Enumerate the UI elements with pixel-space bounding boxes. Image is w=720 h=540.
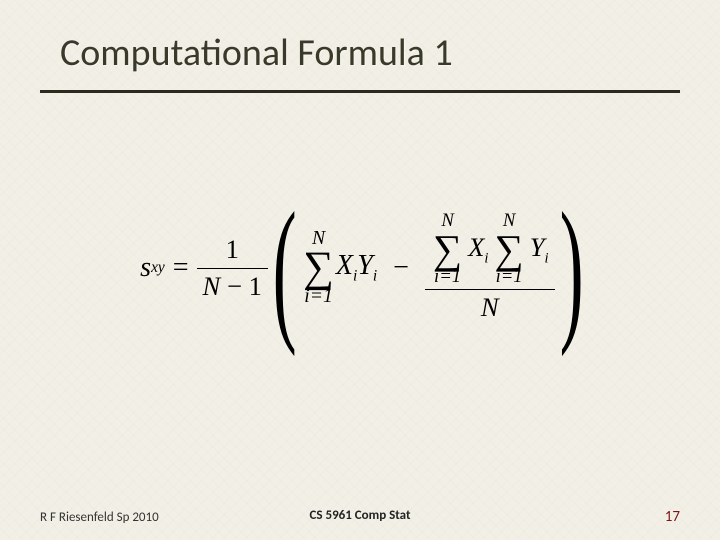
- coef-numerator: 1: [220, 232, 245, 268]
- coef-den-n: N: [203, 271, 221, 301]
- footer: R F Riesenfeld Sp 2010 CS 5961 Comp Stat…: [0, 508, 720, 526]
- sum3-sigma: ∑: [494, 231, 523, 268]
- sum1-sigma: ∑: [303, 249, 334, 288]
- left-paren: (: [273, 200, 297, 336]
- sum3-lower: i=1: [496, 268, 523, 287]
- sum3-body: Yi: [530, 232, 549, 268]
- paren-inner: N ∑ i=1 XiYi − N ∑ i=1: [301, 210, 554, 325]
- second-frac-denominator: N: [475, 290, 505, 326]
- coef-denominator: N − 1: [197, 269, 268, 305]
- sum2-x-sub: i: [484, 250, 488, 266]
- equals-sign: =: [173, 252, 189, 284]
- sum2-lower: i=1: [434, 268, 461, 287]
- lhs-var: s: [140, 252, 151, 284]
- first-sum-term: N ∑ i=1 XiYi: [301, 229, 377, 307]
- sum1-y: Y: [357, 250, 373, 281]
- sum1: N ∑ i=1: [303, 229, 334, 307]
- coef-den-minus: −: [227, 271, 242, 301]
- sum3-y: Y: [530, 232, 545, 262]
- second-fraction: N ∑ i=1 Xi N ∑ i=1 Yi: [425, 210, 555, 325]
- second-frac-numerator: N ∑ i=1 Xi N ∑ i=1 Yi: [425, 210, 555, 288]
- sum1-y-sub: i: [373, 268, 377, 285]
- coef-den-one: 1: [249, 271, 262, 301]
- lhs-sub: xy: [151, 259, 165, 277]
- sum2-body: Xi: [468, 232, 488, 268]
- slide-title: Computational Formula 1: [60, 30, 660, 76]
- sum1-lower: i=1: [304, 287, 332, 307]
- covariance-formula: sxy = 1 N − 1 ( N ∑ i=1 XiYi: [140, 200, 580, 336]
- page-number: 17: [665, 508, 680, 526]
- footer-author: R F Riesenfeld Sp 2010: [40, 510, 159, 525]
- footer-course: CS 5961 Comp Stat: [310, 508, 411, 523]
- sum3: N ∑ i=1: [494, 212, 523, 286]
- lhs: sxy: [140, 252, 165, 284]
- sum2-x: X: [468, 232, 484, 262]
- right-paren: ): [559, 200, 583, 336]
- sum1-x: X: [336, 250, 353, 281]
- minus-sign: −: [393, 252, 409, 284]
- coefficient-fraction: 1 N − 1: [197, 232, 268, 305]
- sum2: N ∑ i=1: [433, 212, 462, 286]
- sum1-body: XiYi: [336, 250, 377, 286]
- formula-area: sxy = 1 N − 1 ( N ∑ i=1 XiYi: [0, 93, 720, 443]
- sum2-sigma: ∑: [433, 231, 462, 268]
- title-block: Computational Formula 1: [0, 0, 720, 84]
- sum3-y-sub: i: [544, 250, 548, 266]
